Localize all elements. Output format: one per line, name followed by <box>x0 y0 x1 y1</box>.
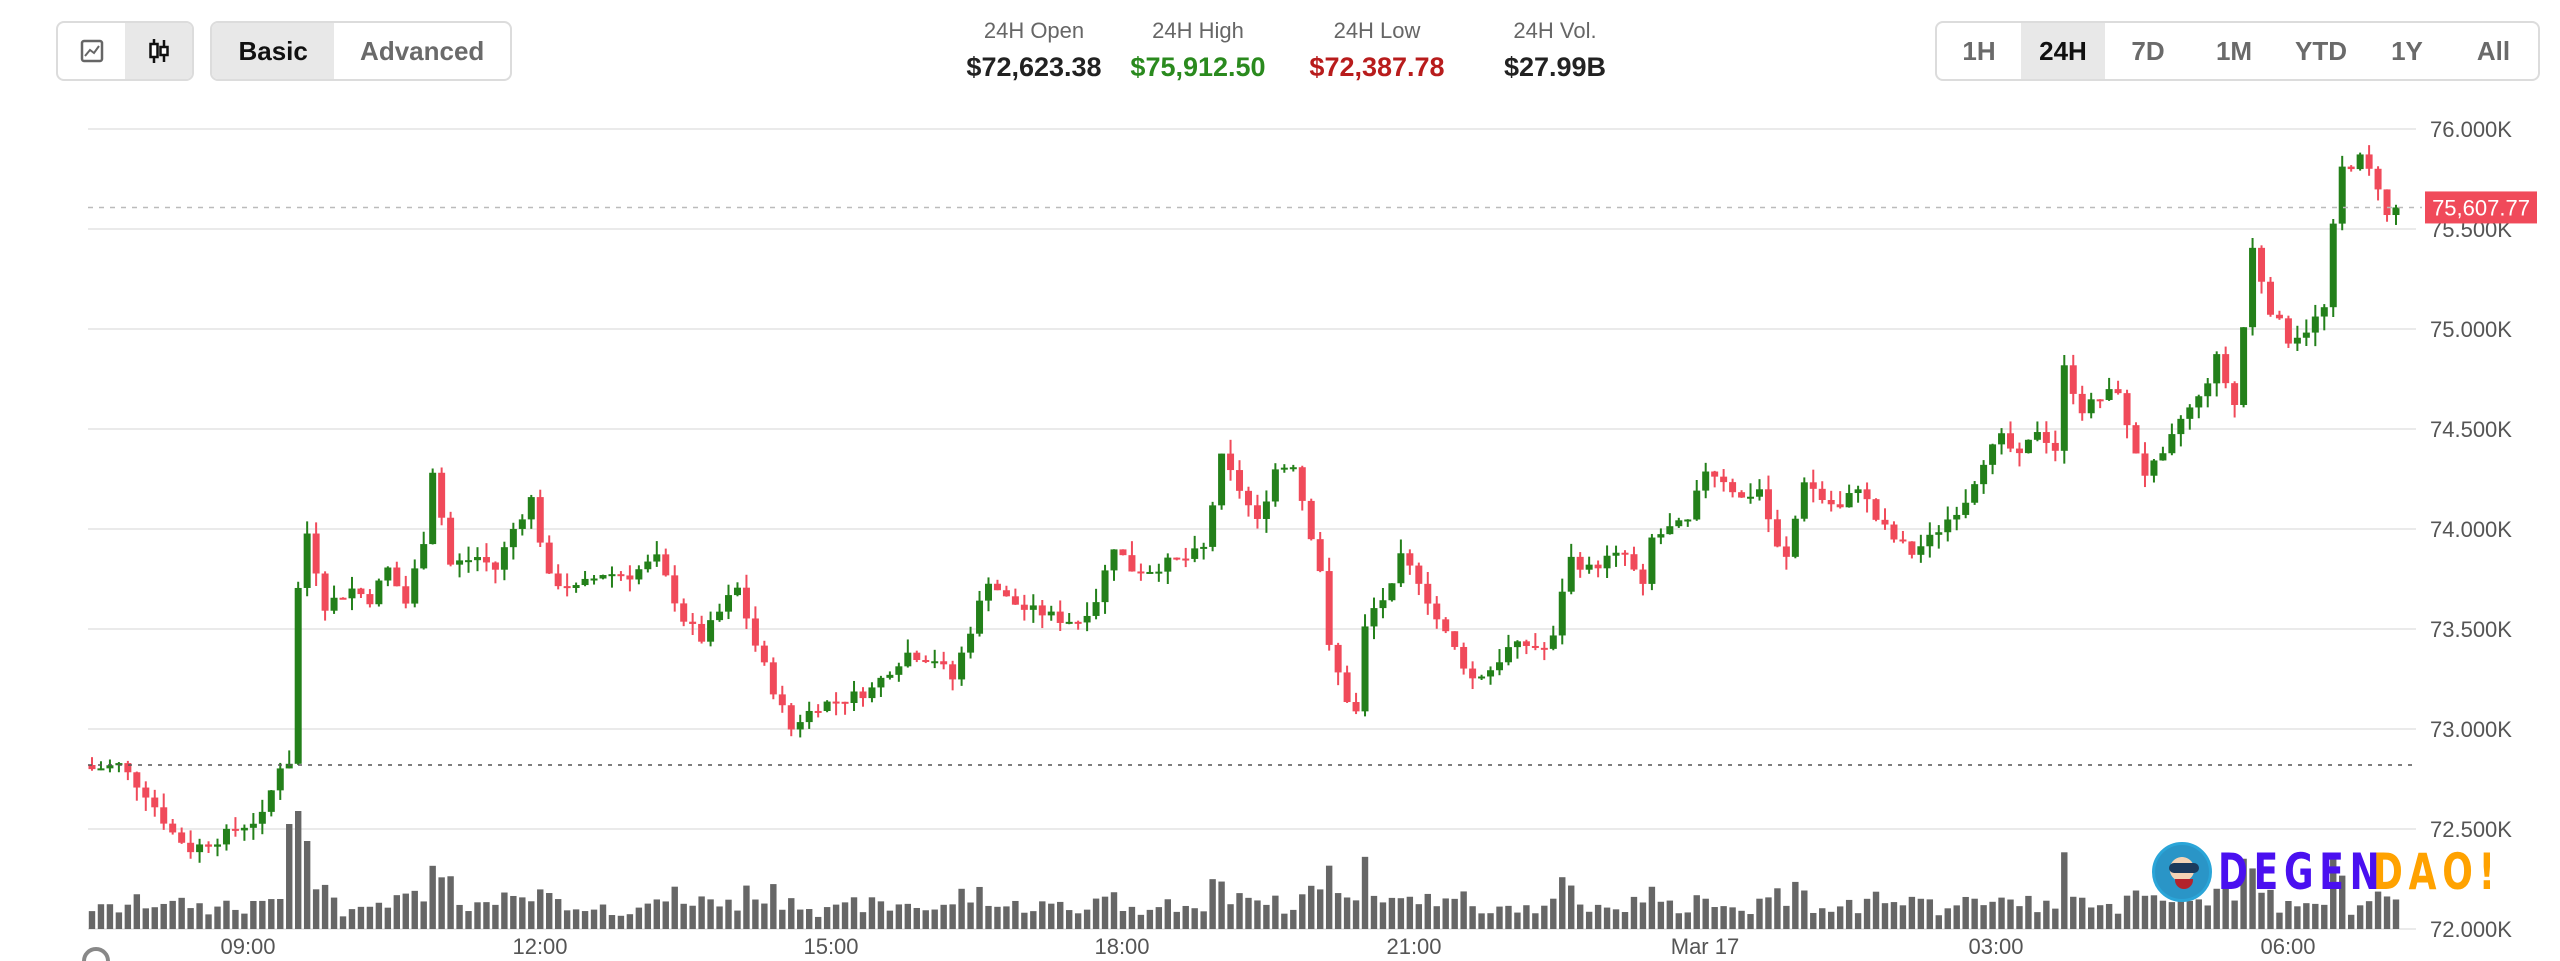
degendao-watermark: DEGEN DAO! <box>2152 842 2550 902</box>
time-axis-label: 06:00 <box>2260 934 2315 959</box>
time-axis[interactable]: 09:00 12:00 15:00 18:00 21:00 Mar 17 03:00 06:0… <box>220 934 2315 959</box>
price-axis-label: 73.000K <box>2430 717 2512 742</box>
mascot-avatar-icon <box>2152 842 2212 902</box>
stats-bar: 24H Open $72,623.38 24H High $75,912.50 … <box>960 16 1644 83</box>
watermark-text-dao: DAO! <box>2372 843 2501 901</box>
range-all-button[interactable]: All <box>2476 35 2511 66</box>
stat-label: 24H Open <box>983 18 1085 43</box>
range-24h-button[interactable]: 24H <box>2021 23 2105 79</box>
advanced-mode-button[interactable]: Advanced <box>360 35 485 66</box>
price-axis-label: 74.000K <box>2430 517 2512 542</box>
stat-24h-volume: 24H Vol. $27.99B <box>1466 16 1644 83</box>
range-ytd-button[interactable]: YTD <box>2295 35 2347 66</box>
price-axis[interactable]: 76.000K75.500K75.000K74.500K74.000K73.50… <box>2430 117 2512 942</box>
volume-bars <box>88 811 2400 929</box>
price-axis-label: 76.000K <box>2430 117 2512 142</box>
price-axis-label: 72.500K <box>2430 817 2512 842</box>
time-range-selector: 1H 24H 7D 1M YTD 1Y All <box>1935 21 2540 81</box>
price-axis-label: 74.500K <box>2430 417 2512 442</box>
stat-label: 24H Low <box>1333 18 1421 43</box>
tradingview-logo-icon <box>82 947 110 961</box>
stat-24h-low: 24H Low $72,387.78 <box>1288 16 1466 83</box>
candles <box>88 145 2400 863</box>
view-mode-toggle: Basic Advanced <box>210 21 512 81</box>
stat-value: $72,387.78 <box>1309 52 1445 82</box>
stat-label: 24H High <box>1152 18 1244 43</box>
price-axis-label: 73.500K <box>2430 617 2512 642</box>
range-1h-button[interactable]: 1H <box>1962 35 1996 66</box>
time-axis-label: 21:00 <box>1386 934 1441 959</box>
basic-mode-button[interactable]: Basic <box>212 23 335 79</box>
candlestick-chart-button[interactable] <box>125 23 192 79</box>
candlestick-icon <box>148 39 169 63</box>
current-price-value: 75,607.77 <box>2432 195 2530 220</box>
range-1y-button[interactable]: 1Y <box>2391 35 2423 66</box>
stat-24h-high: 24H High $75,912.50 <box>1108 16 1288 83</box>
stat-value: $72,623.38 <box>966 52 1102 82</box>
stat-value: $75,912.50 <box>1130 52 1266 82</box>
range-7d-button[interactable]: 7D <box>2131 35 2165 66</box>
time-axis-label: 12:00 <box>512 934 567 959</box>
range-1m-button[interactable]: 1M <box>2215 35 2253 66</box>
current-price-tag: 75,607.77 <box>88 191 2537 224</box>
time-axis-label: 15:00 <box>803 934 858 959</box>
grid-lines <box>88 128 2416 930</box>
line-chart-button[interactable] <box>58 23 125 79</box>
stat-24h-open: 24H Open $72,623.38 <box>960 16 1108 83</box>
time-axis-label: 09:00 <box>220 934 275 959</box>
time-axis-label: 18:00 <box>1094 934 1149 959</box>
stat-label: 24H Vol. <box>1513 18 1597 43</box>
time-axis-label: Mar 17 <box>1671 934 1739 959</box>
stat-value: $27.99B <box>1503 52 1607 82</box>
price-axis-label: 72.000K <box>2430 917 2512 942</box>
price-axis-label: 75.000K <box>2430 317 2512 342</box>
time-axis-label: 03:00 <box>1968 934 2023 959</box>
watermark-text-degen: DEGEN <box>2218 843 2386 901</box>
chart-type-toggle <box>56 21 194 81</box>
line-chart-icon <box>80 39 103 63</box>
